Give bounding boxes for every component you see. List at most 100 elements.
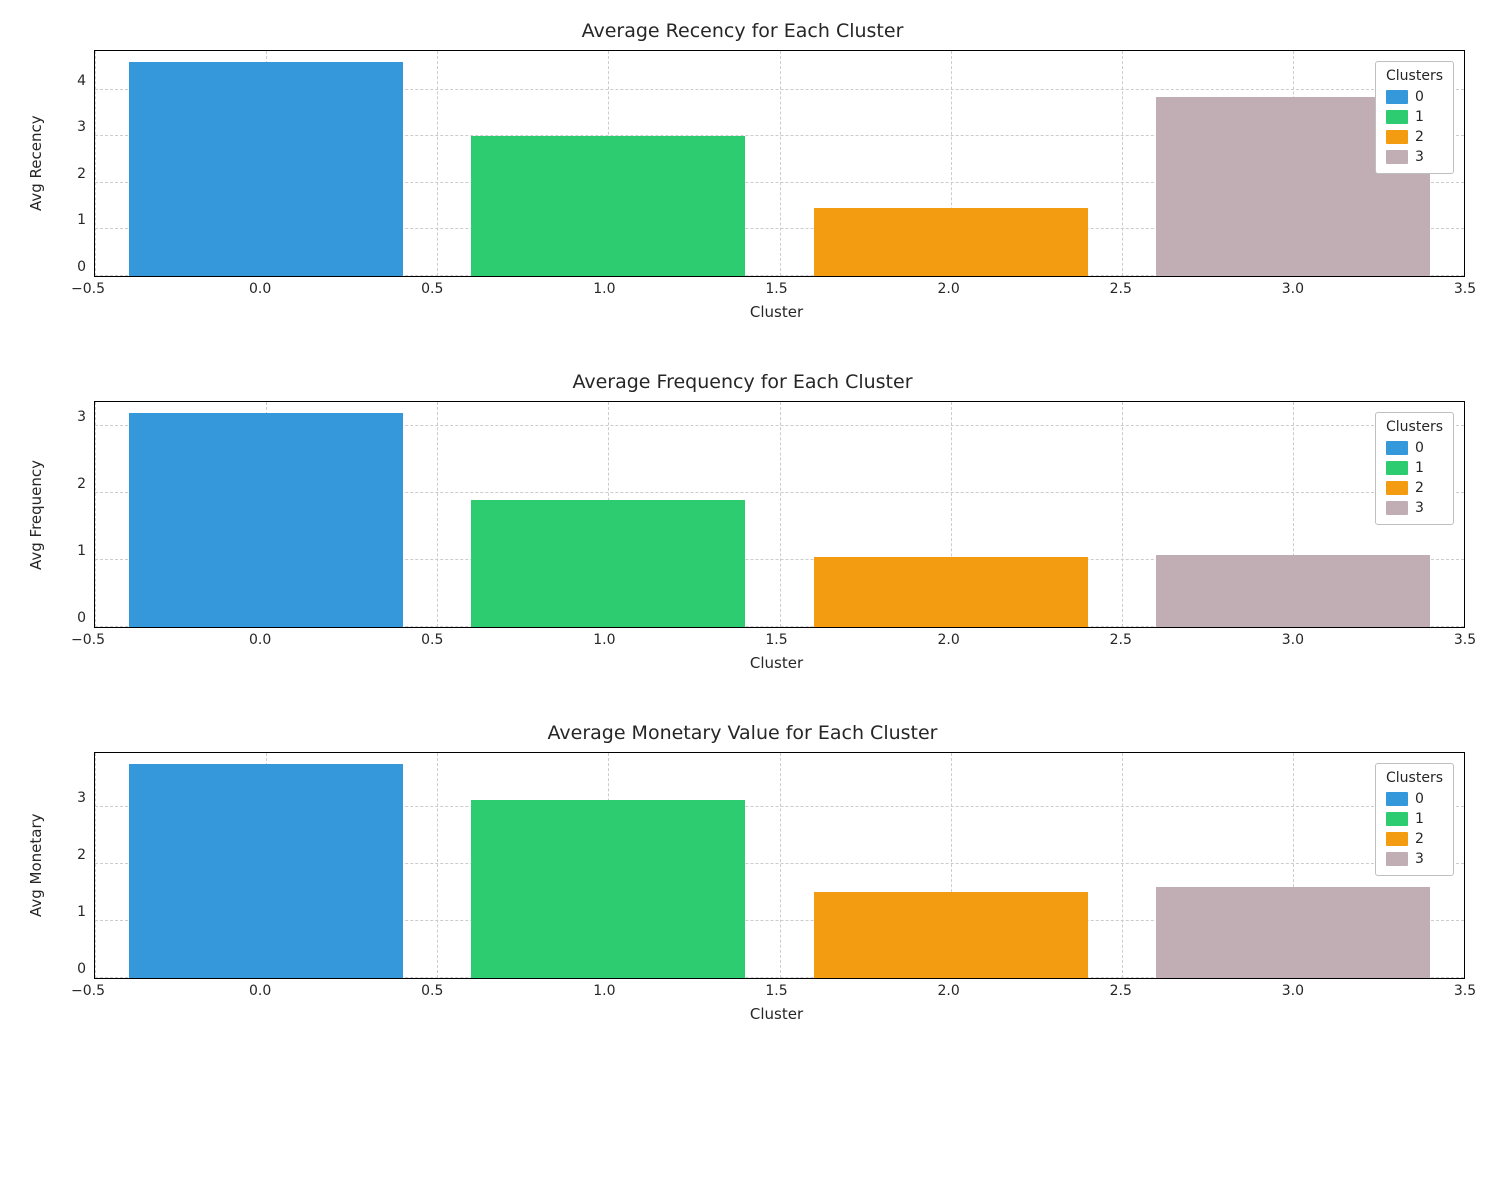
legend: Clusters 0123	[1375, 763, 1454, 876]
legend-label: 3	[1415, 498, 1424, 518]
legend: Clusters 0123	[1375, 61, 1454, 174]
plot-area: Clusters 0123	[94, 752, 1465, 979]
legend-label: 2	[1415, 127, 1424, 147]
plot-row: Avg Recency43210 Clusters 0123	[20, 50, 1465, 277]
legend-label: 0	[1415, 87, 1424, 107]
gridline-v	[1122, 753, 1123, 978]
x-tick-label: 2.5	[1110, 632, 1132, 648]
bar-cluster-2	[814, 892, 1088, 978]
gridline-v	[1122, 402, 1123, 627]
y-axis: 43210	[46, 50, 94, 275]
legend-swatch	[1386, 792, 1408, 806]
gridline-v	[95, 753, 96, 978]
y-axis: 3210	[46, 401, 94, 626]
x-tick-label: 0.5	[421, 983, 443, 999]
legend-label: 0	[1415, 789, 1424, 809]
y-axis-label: Avg Recency	[20, 50, 46, 277]
plot-area: Clusters0123	[94, 401, 1465, 628]
x-tick-label: 0.5	[421, 281, 443, 297]
x-tick-label: 2.5	[1110, 983, 1132, 999]
y-axis-label: Avg Monetary	[20, 752, 46, 979]
gridline-v	[1464, 753, 1465, 978]
legend-item-0: 0	[1386, 789, 1443, 809]
legend-item-1: 1	[1386, 458, 1443, 478]
x-tick-label: 0.0	[249, 632, 271, 648]
y-axis: 3210	[46, 752, 94, 977]
gridline-v	[437, 753, 438, 978]
x-axis: −0.50.00.51.01.52.02.53.03.5	[88, 277, 1465, 299]
x-tick-label: 1.5	[765, 983, 787, 999]
legend-swatch	[1386, 130, 1408, 144]
bar-cluster-1	[471, 800, 745, 978]
plot-area: Clusters 0123	[94, 50, 1465, 277]
legend-item-1: 1	[1386, 107, 1443, 127]
gridline-v	[437, 402, 438, 627]
x-tick-label: 1.0	[593, 281, 615, 297]
bar-cluster-2	[814, 557, 1088, 627]
x-tick-label: −0.5	[71, 632, 105, 648]
legend-swatch	[1386, 110, 1408, 124]
x-tick-label: 3.0	[1282, 632, 1304, 648]
x-tick-label: −0.5	[71, 281, 105, 297]
x-tick-label: 0.0	[249, 983, 271, 999]
bar-cluster-2	[814, 208, 1088, 276]
x-tick-label: −0.5	[71, 983, 105, 999]
legend-item-3: 3	[1386, 849, 1443, 869]
bar-cluster-3	[1156, 555, 1430, 627]
x-tick-label: 2.5	[1110, 281, 1132, 297]
gridline-v	[95, 51, 96, 276]
subplot-2: Average Monetary Value for Each ClusterA…	[20, 722, 1465, 1023]
x-tick-label: 2.0	[937, 983, 959, 999]
chart-title: Average Frequency for Each Cluster	[20, 371, 1465, 393]
gridline-v	[780, 753, 781, 978]
legend-label: 3	[1415, 147, 1424, 167]
gridline-v	[95, 402, 96, 627]
x-tick-label: 1.5	[765, 632, 787, 648]
legend: Clusters0123	[1375, 412, 1454, 525]
gridline-v	[1122, 51, 1123, 276]
legend-label: 2	[1415, 829, 1424, 849]
x-tick-label: 3.5	[1454, 983, 1476, 999]
legend-swatch	[1386, 90, 1408, 104]
gridline-v	[780, 402, 781, 627]
legend-swatch	[1386, 441, 1408, 455]
y-axis-label: Avg Frequency	[20, 401, 46, 628]
x-axis-label: Cluster	[88, 654, 1465, 672]
subplot-1: Average Frequency for Each Cluster Avg Fr…	[20, 371, 1465, 672]
legend-item-3: 3	[1386, 147, 1443, 167]
x-tick-label: 1.5	[765, 281, 787, 297]
x-axis: −0.50.00.51.01.52.02.53.03.5	[88, 628, 1465, 650]
x-tick-label: 3.0	[1282, 281, 1304, 297]
legend-title: Clusters	[1386, 68, 1443, 84]
bar-cluster-0	[129, 62, 403, 276]
legend-item-0: 0	[1386, 87, 1443, 107]
subplot-0: Average Recency for Each Cluster Avg Rece…	[20, 20, 1465, 321]
legend-swatch	[1386, 481, 1408, 495]
legend-label: 1	[1415, 458, 1424, 478]
chart-title: Average Recency for Each Cluster	[20, 20, 1465, 42]
x-tick-label: 1.0	[593, 632, 615, 648]
x-tick-label: 1.0	[593, 983, 615, 999]
legend-label: 1	[1415, 809, 1424, 829]
x-tick-label: 3.5	[1454, 632, 1476, 648]
legend-item-2: 2	[1386, 478, 1443, 498]
legend-label: 3	[1415, 849, 1424, 869]
gridline-v	[437, 51, 438, 276]
legend-swatch	[1386, 852, 1408, 866]
x-tick-label: 2.0	[937, 632, 959, 648]
plot-row: Avg Frequency3210Clusters0123	[20, 401, 1465, 628]
bar-cluster-0	[129, 413, 403, 627]
legend-item-2: 2	[1386, 127, 1443, 147]
bar-cluster-1	[471, 136, 745, 276]
legend-label: 1	[1415, 107, 1424, 127]
x-tick-label: 3.0	[1282, 983, 1304, 999]
legend-item-1: 1	[1386, 809, 1443, 829]
bar-cluster-0	[129, 764, 403, 978]
bar-cluster-1	[471, 500, 745, 627]
gridline-v	[1464, 402, 1465, 627]
x-tick-label: 3.5	[1454, 281, 1476, 297]
legend-title: Clusters	[1386, 770, 1443, 786]
legend-label: 2	[1415, 478, 1424, 498]
legend-swatch	[1386, 832, 1408, 846]
legend-label: 0	[1415, 438, 1424, 458]
